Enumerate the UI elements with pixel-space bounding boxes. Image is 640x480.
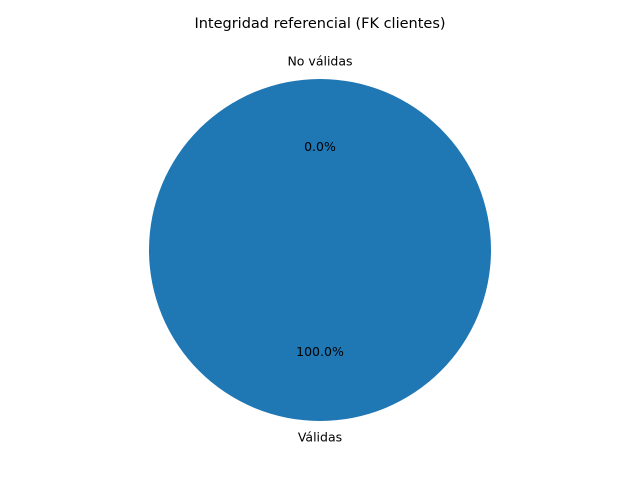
slice-2-label: No válidas (287, 53, 352, 68)
slice-1-label: Válidas (298, 430, 342, 445)
slice-1-percent-label: 100.0% (296, 344, 344, 359)
pie-plot-area: Válidas 100.0% No válidas 0.0% (149, 53, 491, 445)
chart-title: Integridad referencial (FK clientes) (194, 16, 445, 32)
slice-2-percent-label: 0.0% (304, 139, 336, 154)
slice-1-wedge (149, 79, 491, 421)
